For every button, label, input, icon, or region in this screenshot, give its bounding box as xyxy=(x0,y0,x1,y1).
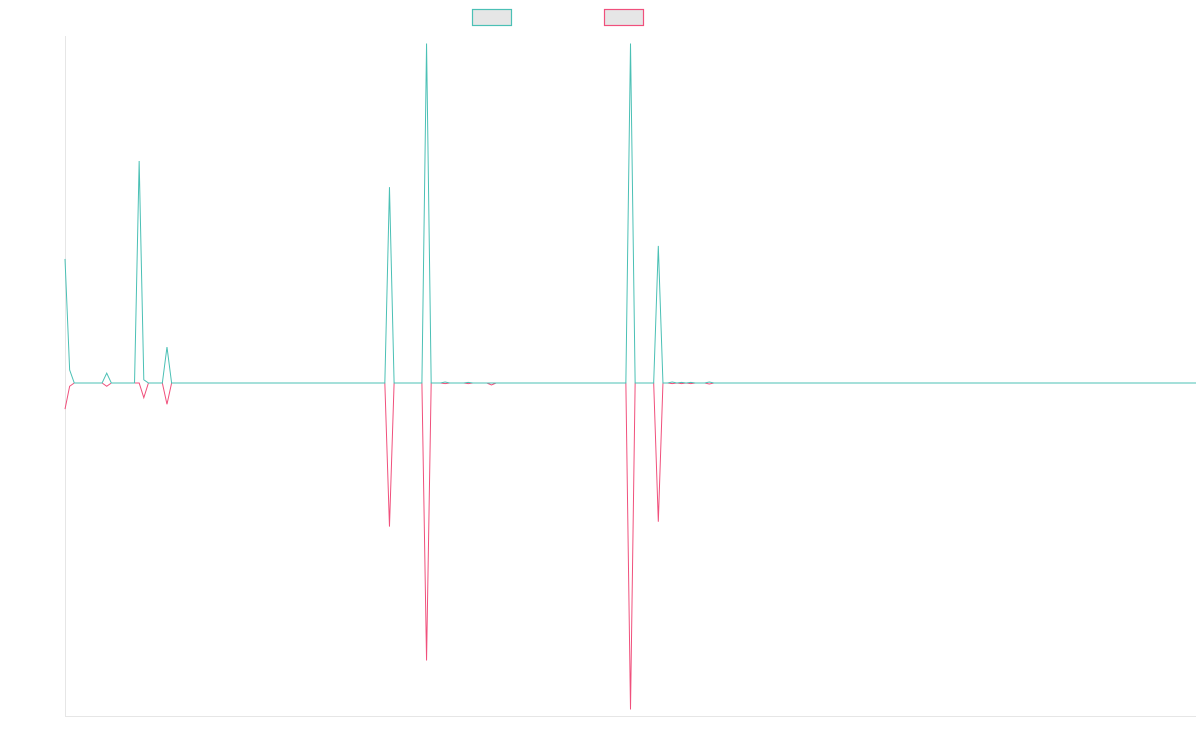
series-layer xyxy=(64,43,1196,710)
series-line-teal xyxy=(64,43,1196,384)
chart-axes xyxy=(65,36,1196,717)
legend-swatch-pink[interactable] xyxy=(603,8,645,27)
legend[interactable] xyxy=(471,8,645,27)
series-line-pink xyxy=(64,382,1196,710)
legend-swatch-teal[interactable] xyxy=(471,8,513,27)
